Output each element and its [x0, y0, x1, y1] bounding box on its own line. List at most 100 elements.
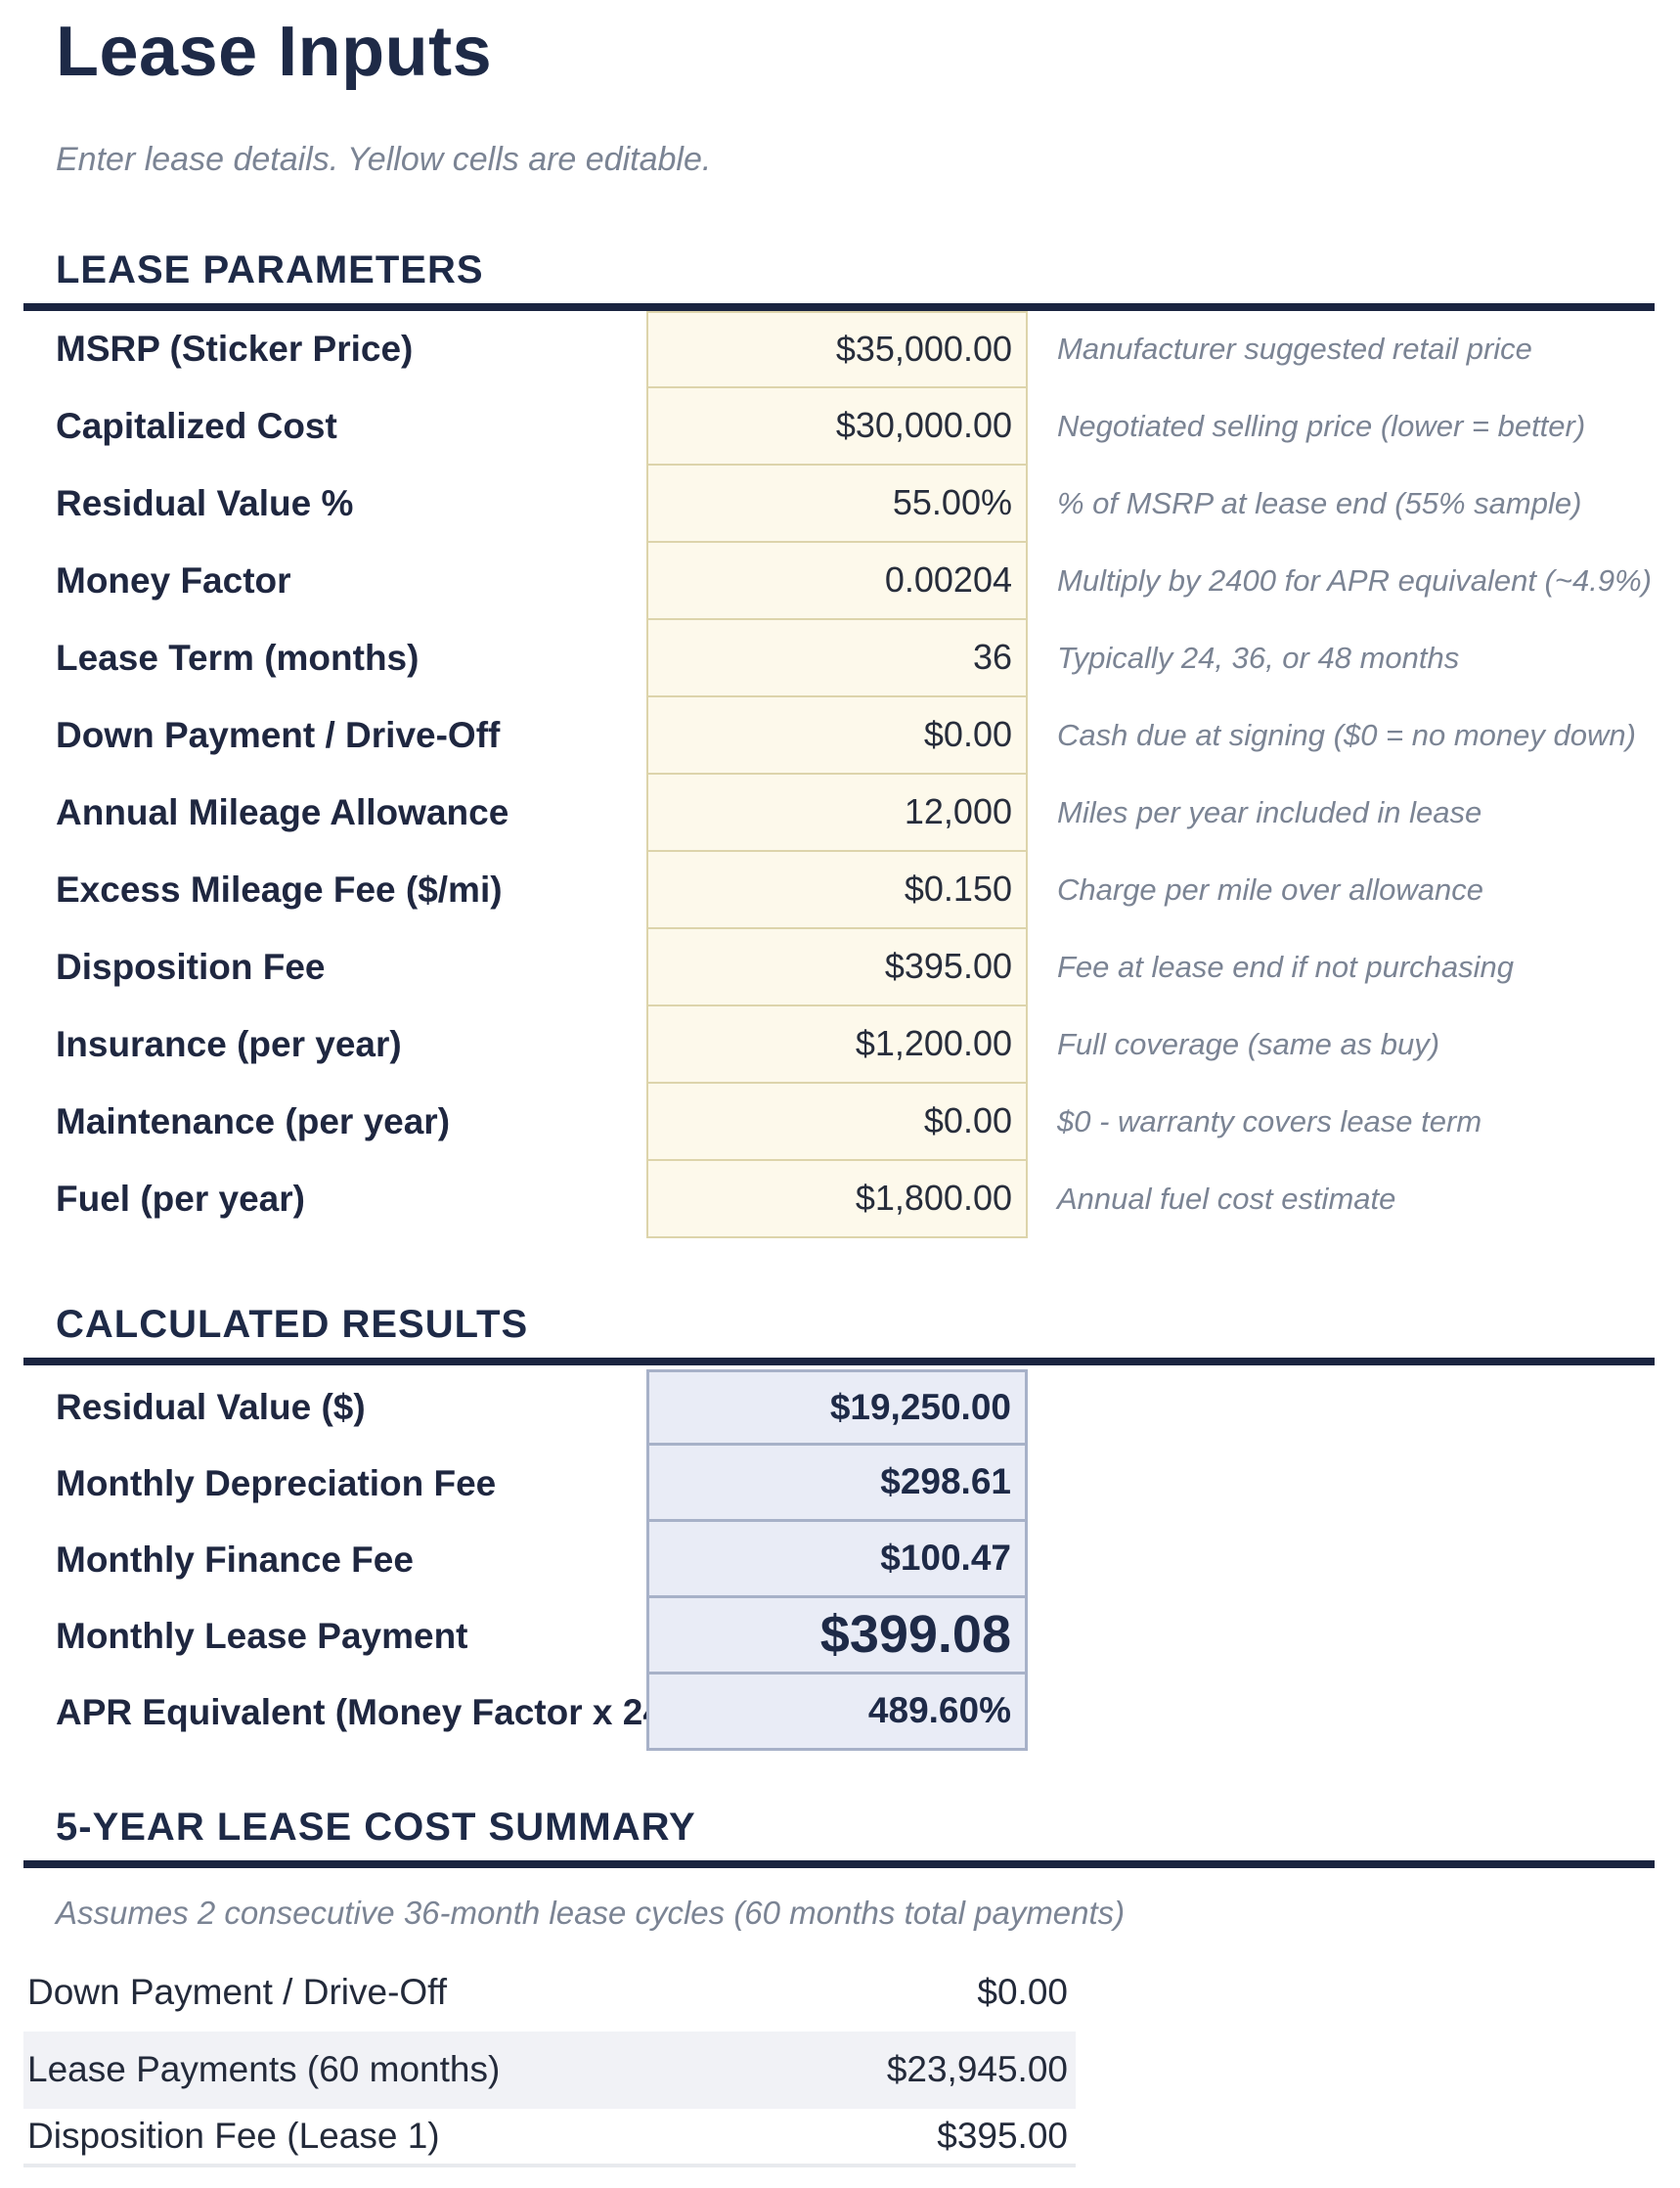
- result-row-residual-value: Residual Value ($) $19,250.00: [0, 1368, 1680, 1446]
- parameter-label: Annual Mileage Allowance: [56, 792, 509, 833]
- parameter-note: $0 - warranty covers lease term: [1057, 1104, 1482, 1139]
- parameter-editable-cell-insurance[interactable]: $1,200.00: [646, 1005, 1028, 1084]
- parameter-note: Fee at lease end if not purchasing: [1057, 950, 1515, 985]
- parameter-row-maintenance: Maintenance (per year) $0.00 $0 - warran…: [0, 1083, 1680, 1161]
- result-cell-monthly-lease-payment: $399.08: [646, 1597, 1028, 1674]
- result-value: $100.47: [880, 1538, 1011, 1579]
- result-value: $399.08: [819, 1605, 1011, 1665]
- parameter-row-fuel: Fuel (per year) $1,800.00 Annual fuel co…: [0, 1160, 1680, 1238]
- section-divider-rule: [23, 302, 1655, 311]
- result-label: Monthly Finance Fee: [56, 1539, 414, 1580]
- parameter-label: Capitalized Cost: [56, 406, 337, 447]
- parameter-note: Typically 24, 36, or 48 months: [1057, 641, 1460, 676]
- parameter-label: Money Factor: [56, 560, 291, 602]
- parameter-label: Maintenance (per year): [56, 1101, 451, 1142]
- parameter-editable-cell-maintenance[interactable]: $0.00: [646, 1083, 1028, 1161]
- parameter-note: Manufacturer suggested retail price: [1057, 332, 1532, 367]
- parameter-row-down-payment: Down Payment / Drive-Off $0.00 Cash due …: [0, 696, 1680, 775]
- summary-row-down-payment: Down Payment / Drive-Off $0.00: [23, 1954, 1076, 2032]
- parameter-label: Down Payment / Drive-Off: [56, 715, 501, 756]
- parameter-value[interactable]: $0.00: [923, 1100, 1012, 1141]
- parameter-editable-cell-residual-value-pct[interactable]: 55.00%: [646, 465, 1028, 543]
- summary-row-disposition-fee: Disposition Fee (Lease 1) $395.00: [23, 2109, 1076, 2164]
- parameter-note: Annual fuel cost estimate: [1057, 1182, 1396, 1217]
- parameter-note: % of MSRP at lease end (55% sample): [1057, 486, 1582, 521]
- page-title: Lease Inputs: [56, 13, 493, 91]
- result-value: $19,250.00: [829, 1386, 1011, 1427]
- result-row-monthly-depreciation: Monthly Depreciation Fee $298.61: [0, 1445, 1680, 1522]
- section-heading-lease-parameters: LEASE PARAMETERS: [56, 247, 484, 291]
- parameter-label: MSRP (Sticker Price): [56, 329, 414, 370]
- summary-label: Down Payment / Drive-Off: [27, 1972, 448, 2013]
- result-row-monthly-finance: Monthly Finance Fee $100.47: [0, 1521, 1680, 1598]
- parameter-row-money-factor: Money Factor 0.00204 Multiply by 2400 fo…: [0, 542, 1680, 620]
- parameter-editable-cell-annual-mileage[interactable]: 12,000: [646, 774, 1028, 852]
- parameter-value[interactable]: $0.00: [923, 714, 1012, 755]
- parameter-value[interactable]: $30,000.00: [835, 405, 1012, 446]
- result-row-monthly-lease-payment: Monthly Lease Payment $399.08: [0, 1597, 1680, 1674]
- summary-row-lease-payments: Lease Payments (60 months) $23,945.00: [23, 2031, 1076, 2109]
- parameter-label: Disposition Fee: [56, 947, 326, 988]
- parameter-value[interactable]: 36: [972, 637, 1012, 678]
- summary-label: Disposition Fee (Lease 1): [27, 2115, 440, 2156]
- parameter-note: Negotiated selling price (lower = better…: [1057, 409, 1586, 444]
- summary-value: $0.00: [977, 1972, 1068, 2013]
- parameter-editable-cell-excess-mileage-fee[interactable]: $0.150: [646, 851, 1028, 929]
- result-label: APR Equivalent (Money Factor x 2400: [56, 1691, 646, 1732]
- result-label: Monthly Lease Payment: [56, 1615, 468, 1656]
- parameter-editable-cell-down-payment[interactable]: $0.00: [646, 696, 1028, 775]
- parameter-note: Cash due at signing ($0 = no money down): [1057, 718, 1636, 753]
- parameter-row-insurance: Insurance (per year) $1,200.00 Full cove…: [0, 1005, 1680, 1084]
- parameter-label: Insurance (per year): [56, 1024, 402, 1065]
- calculated-results-table: Residual Value ($) $19,250.00 Monthly De…: [0, 1368, 1680, 1751]
- result-value: $298.61: [880, 1461, 1011, 1502]
- parameter-editable-cell-fuel[interactable]: $1,800.00: [646, 1160, 1028, 1238]
- result-cell-monthly-finance: $100.47: [646, 1521, 1028, 1598]
- parameter-value[interactable]: $1,200.00: [855, 1023, 1012, 1064]
- parameter-note: Multiply by 2400 for APR equivalent (~4.…: [1057, 563, 1652, 599]
- parameter-label: Excess Mileage Fee ($/mi): [56, 870, 503, 911]
- parameter-row-capitalized-cost: Capitalized Cost $30,000.00 Negotiated s…: [0, 387, 1680, 466]
- parameter-label: Lease Term (months): [56, 638, 420, 679]
- parameter-row-annual-mileage: Annual Mileage Allowance 12,000 Miles pe…: [0, 774, 1680, 852]
- result-label: Monthly Depreciation Fee: [56, 1462, 497, 1503]
- parameter-row-msrp: MSRP (Sticker Price) $35,000.00 Manufact…: [0, 310, 1680, 388]
- parameter-value[interactable]: 12,000: [904, 791, 1012, 832]
- parameter-value[interactable]: $35,000.00: [835, 329, 1012, 370]
- parameter-value[interactable]: 0.00204: [884, 559, 1012, 601]
- summary-bottom-divider: [23, 2163, 1076, 2167]
- section-divider-rule: [23, 1357, 1655, 1365]
- section-heading-calculated-results: CALCULATED RESULTS: [56, 1302, 529, 1346]
- lease-parameters-table: MSRP (Sticker Price) $35,000.00 Manufact…: [0, 310, 1680, 1238]
- summary-table: Down Payment / Drive-Off $0.00 Lease Pay…: [0, 1954, 1680, 2167]
- parameter-note: Miles per year included in lease: [1057, 795, 1482, 830]
- parameter-label: Residual Value %: [56, 483, 354, 524]
- parameter-value[interactable]: $395.00: [884, 946, 1012, 987]
- summary-value: $23,945.00: [886, 2049, 1068, 2090]
- parameter-editable-cell-msrp[interactable]: $35,000.00: [646, 310, 1028, 388]
- result-cell-apr-equivalent: 489.60%: [646, 1674, 1028, 1751]
- result-label: Residual Value ($): [56, 1386, 366, 1427]
- summary-value: $395.00: [937, 2115, 1068, 2156]
- parameter-value[interactable]: $0.150: [904, 869, 1012, 910]
- parameter-label: Fuel (per year): [56, 1179, 305, 1220]
- parameter-row-excess-mileage-fee: Excess Mileage Fee ($/mi) $0.150 Charge …: [0, 851, 1680, 929]
- parameter-note: Full coverage (same as buy): [1057, 1027, 1440, 1062]
- page-subtitle: Enter lease details. Yellow cells are ed…: [56, 141, 712, 179]
- parameter-value[interactable]: $1,800.00: [855, 1178, 1012, 1219]
- parameter-row-residual-value-pct: Residual Value % 55.00% % of MSRP at lea…: [0, 465, 1680, 543]
- parameter-editable-cell-lease-term[interactable]: 36: [646, 619, 1028, 697]
- result-value: 489.60%: [867, 1690, 1011, 1731]
- parameter-value[interactable]: 55.00%: [892, 482, 1012, 523]
- parameter-editable-cell-money-factor[interactable]: 0.00204: [646, 542, 1028, 620]
- section-heading-5-year-summary: 5-YEAR LEASE COST SUMMARY: [56, 1805, 696, 1849]
- section-divider-rule: [23, 1859, 1655, 1868]
- parameter-note: Charge per mile over allowance: [1057, 872, 1483, 908]
- parameter-editable-cell-disposition-fee[interactable]: $395.00: [646, 928, 1028, 1006]
- parameter-row-disposition-fee: Disposition Fee $395.00 Fee at lease end…: [0, 928, 1680, 1006]
- result-row-apr-equivalent: APR Equivalent (Money Factor x 2400 489.…: [0, 1674, 1680, 1751]
- summary-assumption-note: Assumes 2 consecutive 36-month lease cyc…: [56, 1894, 1126, 1931]
- parameter-editable-cell-capitalized-cost[interactable]: $30,000.00: [646, 387, 1028, 466]
- result-cell-monthly-depreciation: $298.61: [646, 1445, 1028, 1522]
